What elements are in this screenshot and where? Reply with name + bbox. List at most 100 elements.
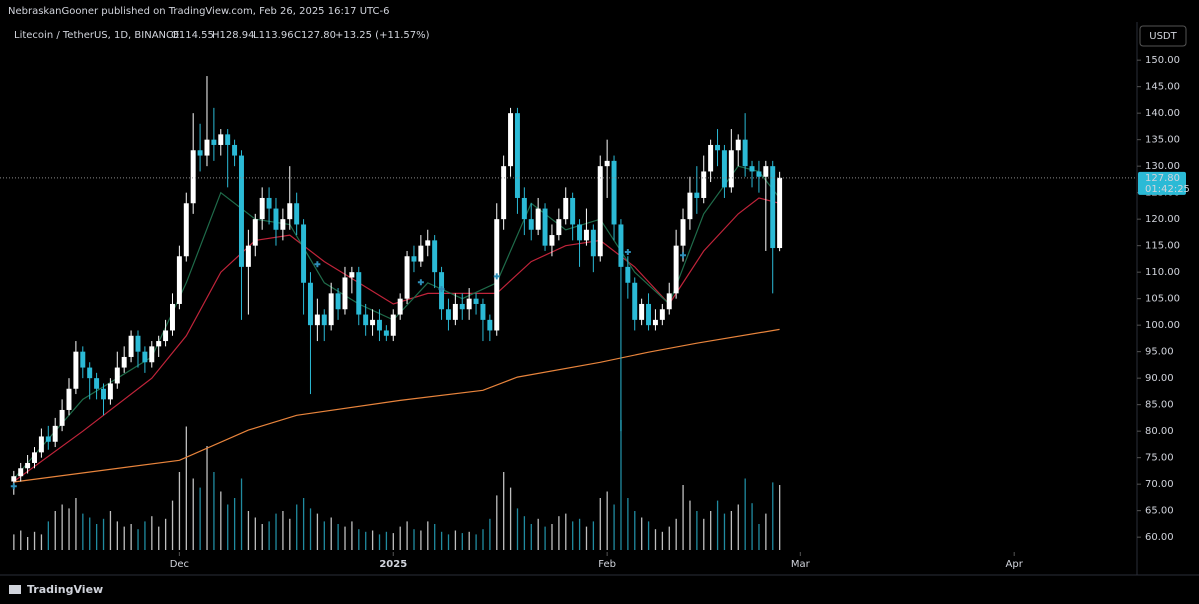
candle-body [708,144,714,172]
volume-bar [496,495,498,550]
candle-body [659,309,665,320]
candle-body [238,155,244,267]
volume-bar [151,516,153,550]
symbol: Litecoin / TetherUS, 1D, BINANCE [14,30,179,41]
signal-marker [493,273,500,280]
candle-body [294,203,300,225]
volume-bar [185,426,187,550]
volume-bar [620,420,622,550]
candle-body [245,245,251,267]
y-tick-label: 95.00 [1145,347,1174,358]
candle-body [307,282,313,326]
candle-body [418,245,424,262]
candle-body [646,303,652,326]
candle-body [121,356,127,368]
candle-body [383,330,389,336]
volume-bar [351,521,353,550]
candle-body [577,224,583,241]
candle-body [528,219,534,230]
candle-body [287,203,293,220]
candle-body [487,319,493,331]
volume-bar [599,498,601,550]
candle-body [273,208,279,230]
volume-bar [406,521,408,550]
candle-body [687,192,693,220]
candle-body [770,166,776,249]
signal-marker [417,279,424,286]
candle-body [52,425,58,442]
volume-bar [489,518,491,550]
volume-bar [675,518,677,550]
candle-body [466,298,472,310]
volume-bar [26,537,29,550]
volume-bar [751,503,753,550]
volume-bar [247,511,250,550]
ohlc-open: O114.55 [171,30,214,41]
candle-body [480,303,486,320]
volume-bar [275,513,277,550]
volume-bar [730,511,733,550]
candle-body [87,367,93,379]
volume-bar [454,530,457,550]
logo-mark [9,585,21,594]
legend: Litecoin / TetherUS, 1D, BINANCE O114.55… [14,30,430,41]
candle-body [473,298,479,304]
candle-body [190,150,196,204]
moving-average [13,197,780,482]
volume-bar [440,531,443,550]
volume-bar [537,518,539,550]
volume-bar [606,491,608,550]
candle-body [328,293,334,326]
volume-bar [206,446,208,550]
candle-body [597,166,603,257]
candle-body [452,303,458,320]
y-tick-label: 80.00 [1145,426,1174,437]
volume-bar [54,511,56,550]
candle-body [508,113,514,167]
candle-body [204,139,210,156]
volume-bar [137,529,139,550]
candle-body [777,177,783,249]
volume-bar [365,531,367,550]
candle-body [259,197,265,220]
candle-body [611,160,617,225]
volume-bar [613,504,615,550]
volume-bar [413,529,415,550]
volume-bar [371,530,374,550]
candle-body [701,171,707,198]
candle-body [128,335,134,357]
candle-body [673,245,679,294]
candle-body [356,272,362,315]
volume-bar [47,521,49,550]
volume-bar [302,498,305,550]
candle-body [38,436,44,453]
candle-body [94,378,100,389]
candle-body [349,272,355,278]
volume-bar [565,513,567,550]
volume-bar [254,517,256,550]
candle-body [225,134,231,145]
candle-body [763,166,769,177]
candle-body [604,160,610,167]
volume-bar [516,508,519,550]
volume-bar [509,487,512,550]
volume-bar [772,482,774,550]
volume-bar [530,524,532,550]
currency[interactable]: USDT [1149,31,1177,42]
candle-body [445,309,451,320]
volume-bar [551,524,553,550]
ohlc-change: +13.25 (+11.57%) [335,30,430,41]
publish-header: NebraskanGooner published on TradingView… [8,6,390,17]
volume-bar [33,531,36,550]
candle-body [252,219,258,246]
candle-body [590,229,596,257]
volume-bar [130,524,132,550]
volume-bar [178,472,181,550]
volume-bar [641,517,643,550]
candle-body [425,240,431,246]
volume-bar [744,478,746,550]
volume-bar [199,487,201,550]
currency-button[interactable] [1139,25,1187,47]
volume-bar [227,504,229,550]
